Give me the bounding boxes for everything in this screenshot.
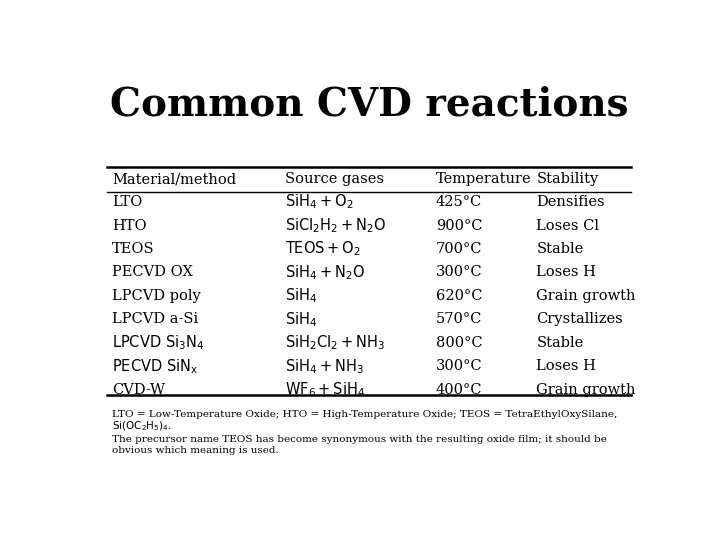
Text: $\mathrm{WF_6 + SiH_4}$: $\mathrm{WF_6 + SiH_4}$ [285, 381, 366, 399]
Text: $\mathrm{PECVD\ SiN_x}$: $\mathrm{PECVD\ SiN_x}$ [112, 357, 199, 376]
Text: Grain growth: Grain growth [536, 383, 636, 397]
Text: Densifies: Densifies [536, 195, 605, 209]
Text: 300°C: 300°C [436, 360, 482, 374]
Text: Loses H: Loses H [536, 360, 596, 374]
Text: $\mathrm{SiH_4}$: $\mathrm{SiH_4}$ [285, 287, 318, 305]
Text: Material/method: Material/method [112, 172, 236, 186]
Text: obvious which meaning is used.: obvious which meaning is used. [112, 446, 279, 455]
Text: LTO = Low-Temperature Oxide; HTO = High-Temperature Oxide; TEOS = TetraEthylOxyS: LTO = Low-Temperature Oxide; HTO = High-… [112, 410, 618, 420]
Text: CVD-W: CVD-W [112, 383, 166, 397]
Text: PECVD OX: PECVD OX [112, 266, 193, 280]
Text: $\mathrm{TEOS + O_2}$: $\mathrm{TEOS + O_2}$ [285, 240, 361, 258]
Text: $\mathrm{SiH_2Cl_2 + NH_3}$: $\mathrm{SiH_2Cl_2 + NH_3}$ [285, 334, 386, 352]
Text: Stable: Stable [536, 336, 584, 350]
Text: $\mathrm{SiCl_2H_2 + N_2O}$: $\mathrm{SiCl_2H_2 + N_2O}$ [285, 216, 387, 235]
Text: $\mathrm{SiH_4 + N_2O}$: $\mathrm{SiH_4 + N_2O}$ [285, 263, 366, 282]
Text: 570°C: 570°C [436, 313, 482, 327]
Text: LPCVD poly: LPCVD poly [112, 289, 201, 303]
Text: Crystallizes: Crystallizes [536, 313, 623, 327]
Text: 400°C: 400°C [436, 383, 482, 397]
Text: Source gases: Source gases [285, 172, 384, 186]
Text: TEOS: TEOS [112, 242, 155, 256]
Text: Loses Cl: Loses Cl [536, 219, 600, 233]
Text: $\mathrm{Si(OC_2H_5)_4}$.: $\mathrm{Si(OC_2H_5)_4}$. [112, 420, 173, 433]
Text: Common CVD reactions: Common CVD reactions [109, 85, 629, 124]
Text: 300°C: 300°C [436, 266, 482, 280]
Text: Stability: Stability [536, 172, 598, 186]
Text: LPCVD a-Si: LPCVD a-Si [112, 313, 199, 327]
Text: 800°C: 800°C [436, 336, 482, 350]
Text: 620°C: 620°C [436, 289, 482, 303]
Text: HTO: HTO [112, 219, 147, 233]
Text: $\mathrm{LPCVD\ Si_3N_4}$: $\mathrm{LPCVD\ Si_3N_4}$ [112, 334, 205, 352]
Text: 900°C: 900°C [436, 219, 482, 233]
Text: The precursor name TEOS has become synonymous with the resulting oxide film; it : The precursor name TEOS has become synon… [112, 435, 607, 443]
Text: 700°C: 700°C [436, 242, 482, 256]
Text: Temperature: Temperature [436, 172, 531, 186]
Text: Loses H: Loses H [536, 266, 596, 280]
Text: 425°C: 425°C [436, 195, 482, 209]
Text: $\mathrm{SiH_4 + O_2}$: $\mathrm{SiH_4 + O_2}$ [285, 193, 354, 211]
Text: LTO: LTO [112, 195, 143, 209]
Text: Stable: Stable [536, 242, 584, 256]
Text: $\mathrm{SiH_4 + NH_3}$: $\mathrm{SiH_4 + NH_3}$ [285, 357, 364, 376]
Text: $\mathrm{SiH_4}$: $\mathrm{SiH_4}$ [285, 310, 318, 329]
Text: Grain growth: Grain growth [536, 289, 636, 303]
